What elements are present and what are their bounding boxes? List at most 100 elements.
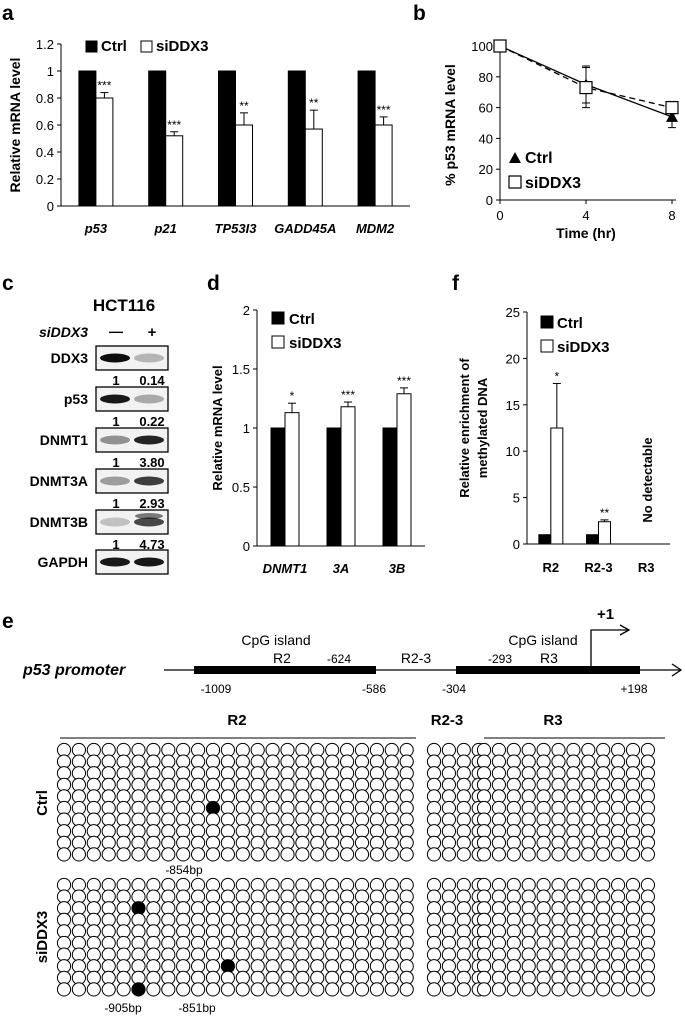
d-bar-ctrl: [382, 427, 398, 547]
a-bar-ctrl: [287, 70, 306, 207]
cpg-unmethylated-ctrl: [441, 847, 456, 862]
cpg-unmethylated-ctrl: [280, 847, 295, 862]
blot-quant-value: 1: [112, 414, 119, 429]
b-xtick-label: 0: [496, 208, 503, 223]
blot-label-ddx3: DDX3: [51, 350, 89, 366]
blot-quant-value: 0.22: [139, 414, 164, 429]
panel-b: b 0 20 40 60 80 100 0 4 8 Time (hr) % p53 mRNA lev…: [413, 2, 679, 241]
cpg-unmethylated-siddx3: [596, 982, 611, 997]
tss-arrow-head: [619, 624, 631, 636]
blot-label-dnmt3a: DNMT3A: [30, 473, 88, 489]
d-ytick-label: 1.5: [232, 362, 250, 377]
b-ytick-label: 60: [479, 101, 493, 116]
blot-box-dnmt3a: [95, 468, 169, 494]
b-point-siddx3: [493, 39, 507, 53]
f-significance: *: [554, 369, 559, 383]
a-bar-ctrl: [357, 70, 376, 207]
cpg-unmethylated-ctrl: [176, 847, 191, 862]
a-significance: ***: [377, 103, 391, 117]
position-minus-1009: -1009: [201, 682, 232, 696]
panel-letter-f: f: [452, 272, 460, 295]
methylation-grid-ctrl: [56, 742, 656, 862]
blot-band: [100, 557, 130, 567]
f-bar-siddx3: [598, 521, 611, 545]
treatment-label: siDDX3: [39, 324, 88, 340]
cpg-unmethylated-ctrl: [86, 847, 101, 862]
panel-a: a 0 0.2 0.4 0.6 0.8 1 1.2 *** p53 *** p21 ** TP53I3 *…: [2, 2, 410, 236]
promoter-region-r2: R2: [273, 650, 291, 666]
cpg-unmethylated-ctrl: [426, 847, 442, 862]
cpg-unmethylated-ctrl: [235, 847, 250, 862]
cpg-unmethylated-ctrl: [491, 847, 506, 862]
cpg-unmethylated-ctrl: [384, 847, 399, 862]
blot-band: [134, 435, 164, 445]
panel-d: d 0 0.5 1 1.5 2 * DNMT1 *** 3A *** 3B Relative mRNA…: [207, 272, 425, 576]
d-bar-siddx3: [396, 393, 412, 547]
blot-label-dnmt1: DNMT1: [40, 432, 88, 448]
f-ytick-label: 15: [506, 398, 520, 413]
f-category-label: R2-3: [584, 560, 612, 575]
cpg-unmethylated-ctrl: [611, 847, 626, 862]
b-xtick-label: 8: [668, 208, 675, 223]
cpg-unmethylated-siddx3: [101, 982, 116, 997]
cpg-unmethylated-siddx3: [426, 982, 442, 997]
panel-letter-b: b: [413, 2, 426, 25]
cpg-island-right: [456, 666, 640, 674]
cpg-unmethylated-siddx3: [611, 982, 626, 997]
cpg-unmethylated-siddx3: [191, 982, 206, 997]
a-legend-swatch-1: [140, 40, 153, 53]
western-blots: DDX3 1 0.14 p53 1 0.22 DNMT1 1 3.80 DNMT3A 1 2.93 DN…: [30, 345, 169, 575]
a-legend-label-0: Ctrl: [101, 38, 127, 55]
cpg-unmethylated-ctrl: [399, 847, 414, 862]
promoter-label: p53 promoter: [22, 662, 126, 679]
a-significance: **: [309, 96, 319, 110]
blot-band: [134, 557, 164, 567]
cpg-methylated-siddx3: [131, 982, 146, 997]
cpg-unmethylated-ctrl: [521, 847, 536, 862]
cpg-unmethylated-ctrl: [191, 847, 206, 862]
f-ytick-label: 0: [513, 537, 520, 552]
a-bar-siddx3: [95, 97, 114, 207]
d-legend-swatch-0: [271, 311, 285, 325]
a-ytick-label: 1.2: [36, 37, 54, 52]
cpg-unmethylated-ctrl: [476, 847, 492, 862]
a-significance: ***: [97, 79, 111, 93]
cpg-unmethylated-ctrl: [56, 847, 72, 862]
b-legend-swatch-ctrl: [509, 152, 521, 163]
d-bar-ctrl: [270, 427, 286, 547]
panel-c: c HCT116 siDDX3 — + DDX3 1 0.14 p53 1 0.22 DNM…: [2, 272, 169, 575]
f-bar-siddx3: [550, 427, 564, 545]
cpg-unmethylated-siddx3: [551, 982, 566, 997]
cpg-unmethylated-ctrl: [625, 847, 641, 862]
cpg-unmethylated-ctrl: [566, 847, 581, 862]
cpg-unmethylated-ctrl: [250, 847, 265, 862]
b-point-ctrl: [666, 110, 678, 122]
a-category-label: GADD45A: [274, 221, 336, 236]
blot-band: [100, 517, 130, 527]
blot-band: [100, 353, 130, 363]
cpg-unmethylated-siddx3: [56, 982, 72, 997]
panel-letter-c: c: [2, 272, 14, 295]
cpg-unmethylated-siddx3: [399, 982, 414, 997]
cell-line-label: HCT116: [93, 296, 155, 315]
blot-band: [134, 517, 164, 527]
cpg-unmethylated-siddx3: [161, 982, 176, 997]
f-legend-label-0: Ctrl: [557, 315, 583, 332]
cpg-unmethylated-siddx3: [491, 982, 506, 997]
lane-label-minus: —: [109, 323, 123, 339]
cpg-unmethylated-ctrl: [354, 847, 370, 862]
f-ytick-label: 25: [506, 305, 520, 320]
cpg-unmethylated-siddx3: [205, 982, 221, 997]
d-ytick-label: 1: [243, 421, 250, 436]
b-ytick-label: 40: [479, 131, 493, 146]
cpg-unmethylated-ctrl: [146, 847, 161, 862]
cpg-unmethylated-siddx3: [340, 982, 355, 997]
blot-band: [134, 353, 164, 363]
blot-band: [100, 476, 130, 486]
cpg-unmethylated-ctrl: [536, 847, 551, 862]
cpg-unmethylated-siddx3: [176, 982, 191, 997]
cpg-unmethylated-siddx3: [506, 982, 521, 997]
a-legend-swatch-0: [85, 40, 98, 53]
cpg-unmethylated-siddx3: [581, 982, 596, 997]
d-category-label: 3A: [333, 561, 350, 576]
